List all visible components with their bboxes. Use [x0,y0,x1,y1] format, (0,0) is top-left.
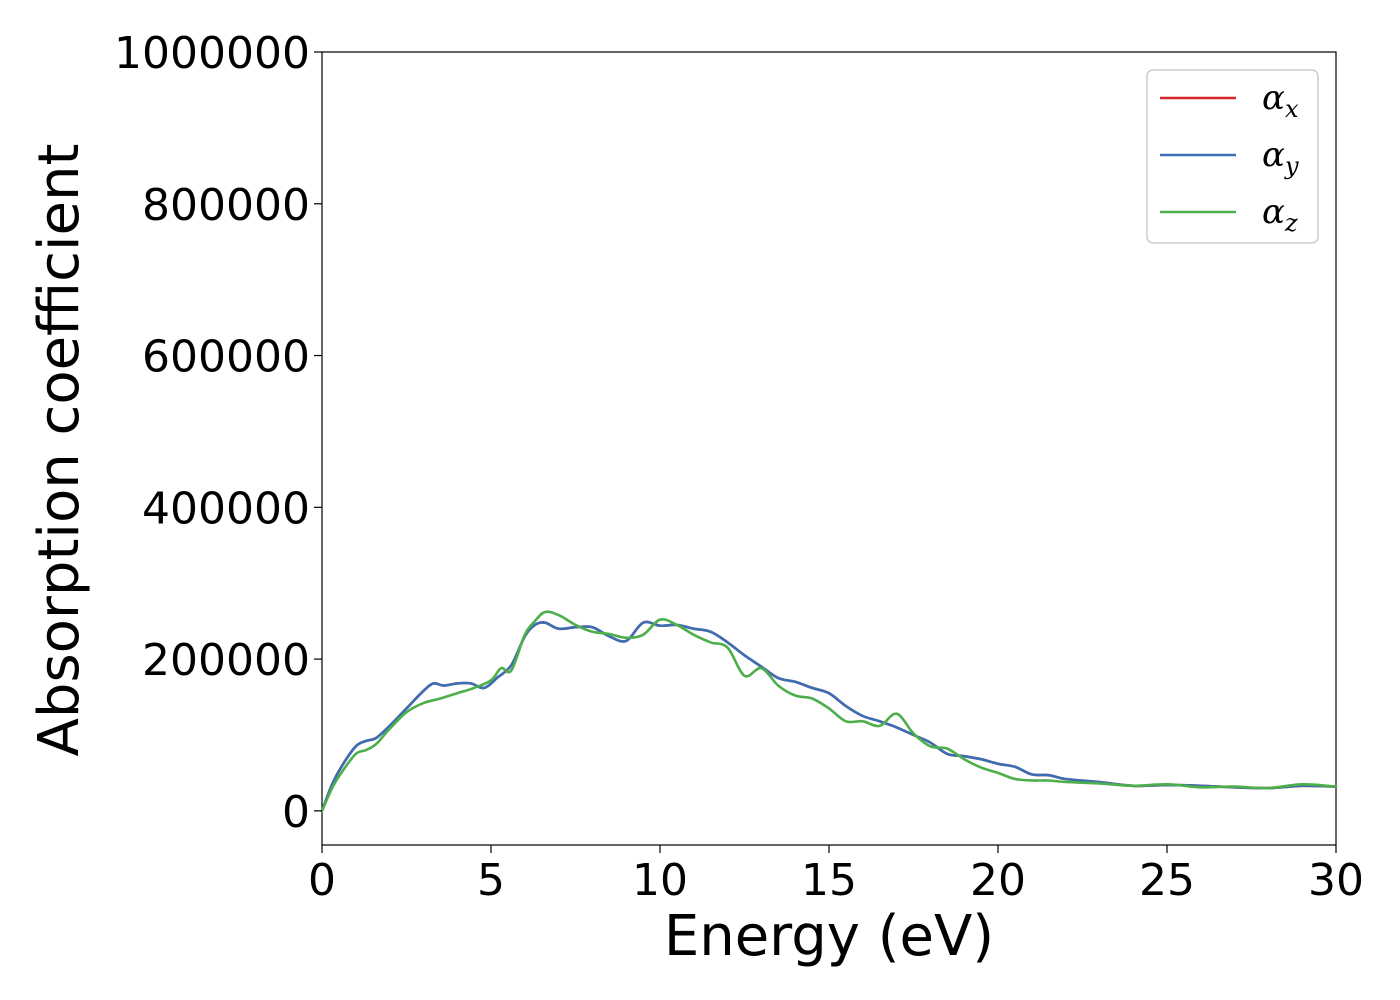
x-tick-label: 20 [970,855,1026,906]
series-layer [320,610,1338,813]
legend-subscript: z [1284,209,1298,237]
x-tick-label: 0 [308,855,336,906]
legend-label-z: αz [1262,192,1298,237]
y-tick-label: 800000 [142,180,310,231]
y-tick-label: 400000 [142,483,310,534]
legend-subscript: x [1285,95,1299,123]
legend-symbol: α [1262,192,1285,232]
legend-subscript: y [1284,152,1299,180]
x-tick-label: 10 [632,855,688,906]
x-tick-label: 25 [1139,855,1195,906]
y-tick-label: 200000 [142,635,310,686]
legend-symbol: α [1262,135,1285,175]
series-line-y [320,620,1338,813]
legend-frame [1146,69,1319,244]
legend-symbol: α [1262,78,1285,118]
series-line-z [320,610,1338,813]
y-tick-label: 600000 [142,332,310,383]
y-axis-title: Absorption coefficient [27,144,92,757]
x-axis-ticks: 0 5 10 15 20 25 30 [308,845,1364,906]
legend-label-x: αx [1262,78,1299,123]
x-tick-label: 30 [1308,855,1364,906]
y-tick-label: 1000000 [114,28,310,79]
x-tick-label: 5 [477,855,505,906]
y-tick-label: 0 [282,787,310,838]
x-tick-label: 15 [801,855,857,906]
y-axis-ticks: 0 200000 400000 600000 800000 1000000 [114,28,322,838]
series-line-x [320,620,1338,813]
legend-label-y: αy [1262,135,1299,180]
x-axis-title: Energy (eV) [664,904,994,969]
